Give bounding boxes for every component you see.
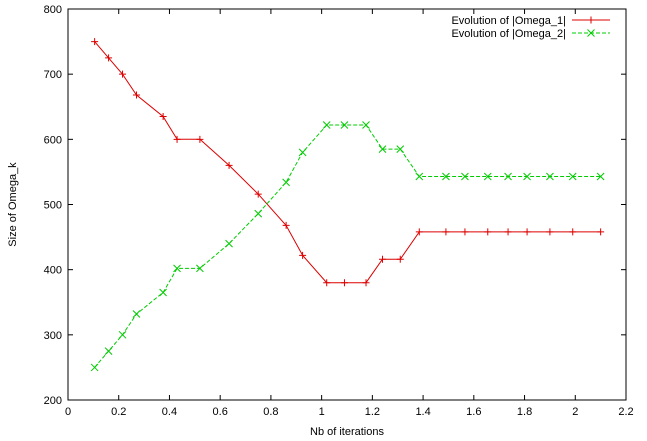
series-2-point [173, 264, 181, 273]
x-tick-label: 1.4 [415, 406, 430, 418]
series-2-point [254, 209, 263, 218]
series-2-point [461, 172, 469, 181]
series-1-point [379, 255, 387, 263]
series-1-point [299, 251, 307, 259]
series-1-point [569, 228, 577, 236]
series-1-point [523, 228, 531, 236]
series-2-line [94, 124, 601, 368]
chart-legend: Evolution of |Omega_1|Evolution of |Omeg… [451, 15, 610, 40]
series-2-point [196, 264, 204, 273]
series-2-point [132, 310, 141, 318]
y-tick-label: 300 [44, 330, 62, 342]
x-tick-label: 2.2 [618, 406, 633, 418]
x-tick-label: 1.8 [517, 406, 532, 418]
data-series [90, 38, 605, 372]
series-1-line [94, 41, 601, 284]
series-1-point [91, 38, 99, 46]
series-1-point [105, 54, 113, 62]
series-1-point [396, 255, 404, 263]
series-2-point [362, 121, 370, 129]
series-1-point [442, 228, 450, 236]
series-1-point [132, 91, 140, 99]
series-1-point [415, 228, 423, 236]
series-2-point [596, 172, 605, 181]
series-1-point [119, 70, 127, 78]
series-1-point [597, 228, 605, 236]
series-1-point [504, 228, 512, 236]
series-2 [90, 121, 605, 372]
plot-axes [67, 8, 627, 401]
series-2-point [523, 172, 531, 181]
x-tick-label: 1 [319, 406, 325, 418]
series-1-point [484, 228, 492, 236]
y-tick-label: 800 [44, 4, 62, 16]
series-2-point [415, 172, 424, 181]
x-tick-label: 0.6 [213, 406, 228, 418]
series-2-point [118, 330, 127, 339]
series-2-point [225, 239, 233, 248]
series-2-point [282, 178, 290, 187]
series-2-point [159, 288, 167, 297]
series-1-point [225, 161, 233, 169]
x-tick-label: 0.8 [263, 406, 278, 418]
legend-label-1: Evolution of |Omega_1| [451, 15, 566, 27]
y-tick-label: 400 [44, 265, 62, 277]
x-tick-label: 2 [572, 406, 578, 418]
series-2-point [504, 172, 512, 181]
y-tick-label: 600 [44, 134, 62, 146]
y-axis-label: Size of Omega_k [7, 162, 19, 247]
series-1-point [282, 221, 290, 229]
legend-marker-2 [587, 29, 595, 37]
series-2-point [322, 121, 331, 129]
series-2-point [340, 121, 349, 129]
x-tick-label: 1.6 [466, 406, 481, 418]
series-1-point [340, 279, 348, 287]
x-tick-label: 0.2 [111, 406, 126, 418]
x-axis-label: Nb of iterations [310, 426, 384, 438]
series-1-point [461, 228, 469, 236]
series-2-point [396, 145, 405, 153]
y-tick-label: 700 [44, 69, 62, 81]
x-tick-label: 0.4 [162, 406, 177, 418]
series-1-point [254, 190, 262, 198]
series-2-point [104, 347, 113, 355]
plot-frame [67, 8, 627, 401]
series-2-point [378, 145, 387, 153]
series-1-point [173, 135, 181, 143]
x-tick-label: 1.2 [365, 406, 380, 418]
series-1-point [196, 135, 204, 143]
series-2-point [298, 148, 307, 157]
series-2-point [90, 363, 99, 372]
series-1-point [159, 113, 167, 121]
series-1 [91, 38, 605, 287]
x-tick-label: 0 [65, 406, 71, 418]
series-1-point [362, 279, 370, 287]
series-1-point [546, 228, 554, 236]
series-2-point [568, 172, 577, 181]
series-1-point [323, 279, 331, 287]
axis-ticks: 0 0.2 0.4 0.6 0.8 1 1.2 1.4 1.6 1.8 2 2.2 200 300 400 5… [44, 4, 634, 418]
legend-marker-1 [587, 16, 595, 24]
series-2-point [442, 172, 450, 181]
series-2-point [546, 172, 554, 181]
legend-label-2: Evolution of |Omega_2| [451, 28, 566, 40]
y-tick-label: 500 [44, 200, 62, 212]
series-2-point [483, 172, 492, 181]
y-tick-label: 200 [44, 395, 62, 407]
